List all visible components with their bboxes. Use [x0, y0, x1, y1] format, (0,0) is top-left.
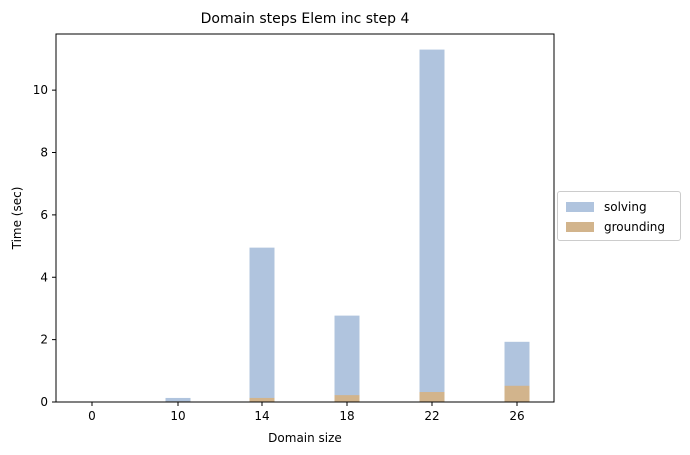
legend-swatch-grounding — [566, 222, 594, 232]
x-tick-label-0: 0 — [88, 409, 96, 423]
x-tick-label-22: 22 — [424, 409, 439, 423]
legend-swatch-solving — [566, 202, 594, 212]
bar-solving-18 — [334, 315, 360, 402]
legend-item-grounding: grounding — [566, 219, 665, 235]
bar-grounding-14 — [249, 397, 275, 402]
y-tick-label-6: 6 — [40, 208, 48, 222]
legend-label-grounding: grounding — [604, 220, 666, 234]
x-tick-label-18: 18 — [339, 409, 354, 423]
bars-layer — [165, 49, 530, 402]
y-tick-label-0: 0 — [40, 395, 48, 409]
bar-solving-22 — [419, 49, 445, 402]
y-tick-label-2: 2 — [40, 333, 48, 347]
legend-label-solving: solving — [604, 200, 647, 214]
chart-title: Domain steps Elem inc step 4 — [201, 11, 410, 27]
y-axis-label: Time (sec) — [10, 187, 24, 251]
bar-grounding-22 — [419, 392, 445, 402]
bar-grounding-26 — [504, 385, 530, 402]
y-tick-label-4: 4 — [40, 270, 48, 284]
bar-solving-10 — [165, 397, 191, 402]
legend-item-solving: solving — [566, 199, 647, 215]
x-tick-label-26: 26 — [509, 409, 524, 423]
x-tick-label-14: 14 — [254, 409, 269, 423]
bar-solving-14 — [249, 247, 275, 402]
bar-grounding-18 — [334, 395, 360, 402]
x-axis: 0 10 14 18 22 26 — [88, 402, 525, 423]
plot-frame — [55, 33, 555, 403]
x-tick-label-10: 10 — [170, 409, 185, 423]
legend: solving grounding — [557, 191, 681, 241]
y-tick-label-10: 10 — [33, 83, 48, 97]
x-axis-label: Domain size — [268, 431, 342, 445]
y-tick-label-8: 8 — [40, 146, 48, 160]
y-axis: 0 2 4 6 8 10 — [33, 83, 56, 409]
